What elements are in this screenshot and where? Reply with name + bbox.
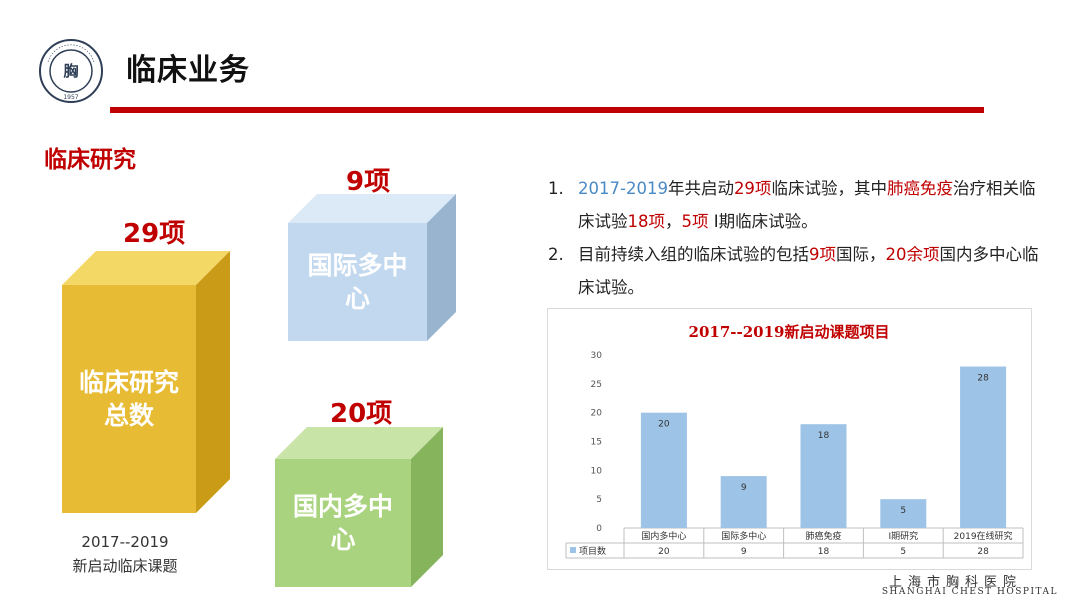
domestic-count: 20项: [330, 399, 393, 429]
note-text-segment: 国内多中心临床试验。: [578, 245, 1039, 297]
y-tick-label: 15: [591, 438, 602, 448]
note-text-segment: 临床试验，其中: [771, 179, 887, 198]
data-table-value: 9: [741, 547, 747, 557]
international-multicenter-box: 国际多中 心: [288, 194, 456, 341]
legend-series-name: 项目数: [579, 545, 606, 557]
bar-data-label: 18: [818, 431, 830, 441]
total-research-label: 临床研究 总数: [78, 368, 179, 430]
notes-list: 1. 2017-2019年共启动29项临床试验，其中肺癌免疫治疗相关临床试验18项…: [548, 172, 1048, 304]
chart-bar: [800, 424, 847, 528]
bar-data-label: 9: [741, 483, 747, 493]
x-category-label: 2019在线研究: [954, 530, 1013, 542]
note-text-segment: 9项: [809, 245, 836, 264]
domestic-multicenter-box: 国内多中 心: [275, 427, 443, 587]
data-table-value: 20: [658, 547, 670, 557]
section-title: 临床研究: [44, 147, 136, 173]
chart-bar: [720, 476, 767, 528]
x-category-label: I期研究: [888, 530, 918, 542]
note-text-segment: 5项: [681, 212, 709, 231]
caption-description: 新启动临床课题: [72, 557, 178, 575]
y-tick-label: 30: [591, 351, 603, 361]
domestic-multicenter-label: 国内多中 心: [292, 492, 393, 554]
note-text-segment: 年共启动: [667, 179, 734, 198]
note-text-segment: 29项: [733, 179, 772, 198]
note-text-segment: 肺癌免疫: [886, 179, 953, 198]
data-table-value: 5: [900, 547, 906, 557]
chart-canvas: 2017--2019新启动课题项目 0 5 10 15 20 25 30 20 9 18 5 28 国内多…: [565, 323, 1024, 559]
total-research-box: 临床研究 总数: [62, 251, 230, 513]
data-table-value: 18: [818, 547, 830, 557]
data-table-value: 28: [977, 547, 989, 557]
note-text-segment: ，: [665, 212, 682, 231]
note-text: 2017-2019年共启动29项临床试验，其中肺癌免疫治疗相关临床试验18项，5…: [578, 172, 1048, 238]
chart-bar: [880, 499, 927, 528]
chart-bar: [640, 412, 687, 528]
footer-hospital-name-en: SHANGHAI CHEST HOSPITAL: [881, 587, 1058, 597]
legend-swatch: [570, 547, 576, 553]
x-category-label: 国际多中心: [721, 530, 766, 542]
y-tick-label: 25: [591, 380, 602, 390]
note-item: 1. 2017-2019年共启动29项临床试验，其中肺癌免疫治疗相关临床试验18项…: [548, 172, 1048, 238]
title-divider: [110, 107, 984, 113]
caption-years: 2017--2019: [81, 533, 169, 551]
hospital-logo: 胸 1957: [38, 38, 104, 104]
note-number: 2.: [548, 245, 564, 264]
y-tick-label: 5: [596, 495, 602, 505]
bar-data-label: 20: [658, 420, 670, 430]
international-count: 9项: [346, 167, 391, 197]
bar-data-label: 28: [977, 374, 989, 384]
page-title: 临床业务: [126, 53, 250, 88]
chart-bar: [960, 366, 1007, 528]
boxes-caption: 2017--2019 新启动临床课题: [62, 530, 188, 578]
note-number: 1.: [548, 179, 564, 198]
note-text-segment: 目前持续入组的临床试验的包括: [578, 245, 809, 264]
svg-text:1957: 1957: [63, 94, 78, 101]
note-text-segment: 20余项: [885, 245, 940, 264]
chart-title: 2017--2019新启动课题项目: [689, 323, 890, 341]
note-item: 2. 目前持续入组的临床试验的包括9项国际，20余项国内多中心临床试验。: [548, 238, 1048, 304]
bar-data-label: 5: [900, 506, 906, 516]
note-text-segment: I期临床试验。: [708, 212, 818, 231]
svg-text:胸: 胸: [63, 62, 78, 80]
note-text-segment: 治疗相关临床试验: [578, 179, 1036, 231]
y-tick-label: 10: [591, 466, 603, 476]
international-multicenter-label: 国际多中 心: [307, 251, 408, 313]
note-text: 目前持续入组的临床试验的包括9项国际，20余项国内多中心临床试验。: [578, 238, 1048, 304]
x-category-label: 国内多中心: [641, 530, 686, 542]
bar-chart: 2017--2019新启动课题项目 0 5 10 15 20 25 30 20 9 18 5 28 国内多…: [547, 308, 1032, 570]
note-text-segment: 18项: [627, 212, 666, 231]
note-text-segment: 国际，: [836, 245, 886, 264]
total-count: 29项: [123, 219, 186, 249]
x-category-label: 肺癌免疫: [805, 530, 841, 542]
y-tick-label: 0: [596, 524, 602, 534]
footer-hospital-name: 上海市胸科医院: [888, 575, 1022, 590]
note-text-segment: 2017-2019: [578, 179, 668, 198]
y-tick-label: 20: [591, 409, 603, 419]
